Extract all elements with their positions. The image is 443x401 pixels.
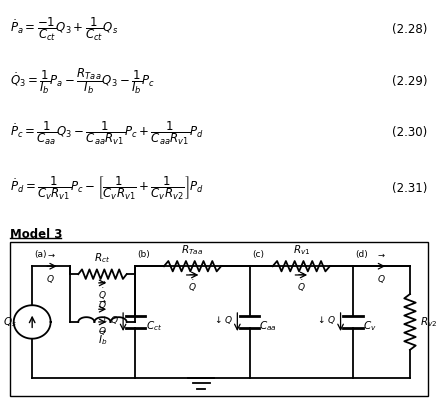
Text: $I_b$: $I_b$	[98, 333, 107, 346]
Text: $\rightarrow$: $\rightarrow$	[97, 327, 108, 336]
Text: (d): (d)	[355, 250, 368, 259]
Text: $\dot{Q}$: $\dot{Q}$	[98, 323, 107, 338]
Text: $Q_s$: $Q_s$	[3, 315, 17, 329]
Text: Model 3: Model 3	[10, 228, 62, 241]
Text: (a): (a)	[35, 250, 47, 259]
Text: $\rightarrow$: $\rightarrow$	[376, 251, 387, 260]
Text: $C_{aa}$: $C_{aa}$	[259, 319, 277, 333]
Text: (2.31): (2.31)	[392, 182, 427, 195]
Text: $\dot{Q}_3 = \dfrac{1}{I_b}P_a - \dfrac{R_{Taa}}{I_b}Q_3 - \dfrac{1}{I_b}P_c$: $\dot{Q}_3 = \dfrac{1}{I_b}P_a - \dfrac{…	[10, 66, 155, 96]
Text: $\rightarrow$: $\rightarrow$	[97, 297, 108, 306]
Text: (2.29): (2.29)	[392, 75, 427, 87]
Text: $R_{v1}$: $R_{v1}$	[292, 244, 310, 257]
Circle shape	[15, 306, 50, 338]
Text: $R_{ct}$: $R_{ct}$	[94, 251, 111, 265]
Text: $\downarrow Q$: $\downarrow Q$	[99, 314, 119, 326]
Text: $R_{Taa}$: $R_{Taa}$	[182, 244, 203, 257]
Text: $\rightarrow$: $\rightarrow$	[296, 270, 307, 279]
Text: $\dot{Q}$: $\dot{Q}$	[98, 287, 107, 302]
Text: $\dot{P}_c = \dfrac{1}{C_{aa}}Q_3 - \dfrac{1}{C_{aa}R_{v1}}P_c + \dfrac{1}{C_{aa: $\dot{P}_c = \dfrac{1}{C_{aa}}Q_3 - \dfr…	[10, 119, 204, 147]
Text: $C_v$: $C_v$	[362, 319, 376, 333]
Text: (2.28): (2.28)	[392, 23, 427, 36]
Text: $\dot{P}_a = \dfrac{-1}{C_{ct}}Q_3 + \dfrac{1}{C_{ct}}Q_s$: $\dot{P}_a = \dfrac{-1}{C_{ct}}Q_3 + \df…	[10, 15, 118, 43]
Text: $\dot{Q}$: $\dot{Q}$	[297, 279, 306, 294]
Text: $C_{ct}$: $C_{ct}$	[146, 319, 163, 333]
Text: $Q$: $Q$	[47, 273, 55, 286]
Text: $\downarrow Q$: $\downarrow Q$	[316, 314, 336, 326]
Text: $\downarrow Q$: $\downarrow Q$	[213, 314, 233, 326]
Text: (c): (c)	[252, 250, 264, 259]
Text: (2.30): (2.30)	[392, 126, 427, 139]
Text: $\rightarrow$: $\rightarrow$	[187, 270, 198, 279]
Text: $Q$: $Q$	[377, 273, 386, 286]
Text: $\dot{Q}$: $\dot{Q}$	[188, 279, 197, 294]
Text: $\rightarrow$: $\rightarrow$	[97, 278, 108, 287]
Text: $\dot{P}_d = \dfrac{1}{C_v R_{v1}}P_c - \left[\dfrac{1}{C_v R_{v1}} + \dfrac{1}{: $\dot{P}_d = \dfrac{1}{C_v R_{v1}}P_c - …	[10, 175, 204, 203]
Text: $R_{v2}$: $R_{v2}$	[420, 315, 437, 329]
Text: $\rightarrow$: $\rightarrow$	[46, 251, 56, 260]
Text: (b): (b)	[138, 250, 150, 259]
Text: $\dot{Q}$: $\dot{Q}$	[98, 298, 107, 312]
